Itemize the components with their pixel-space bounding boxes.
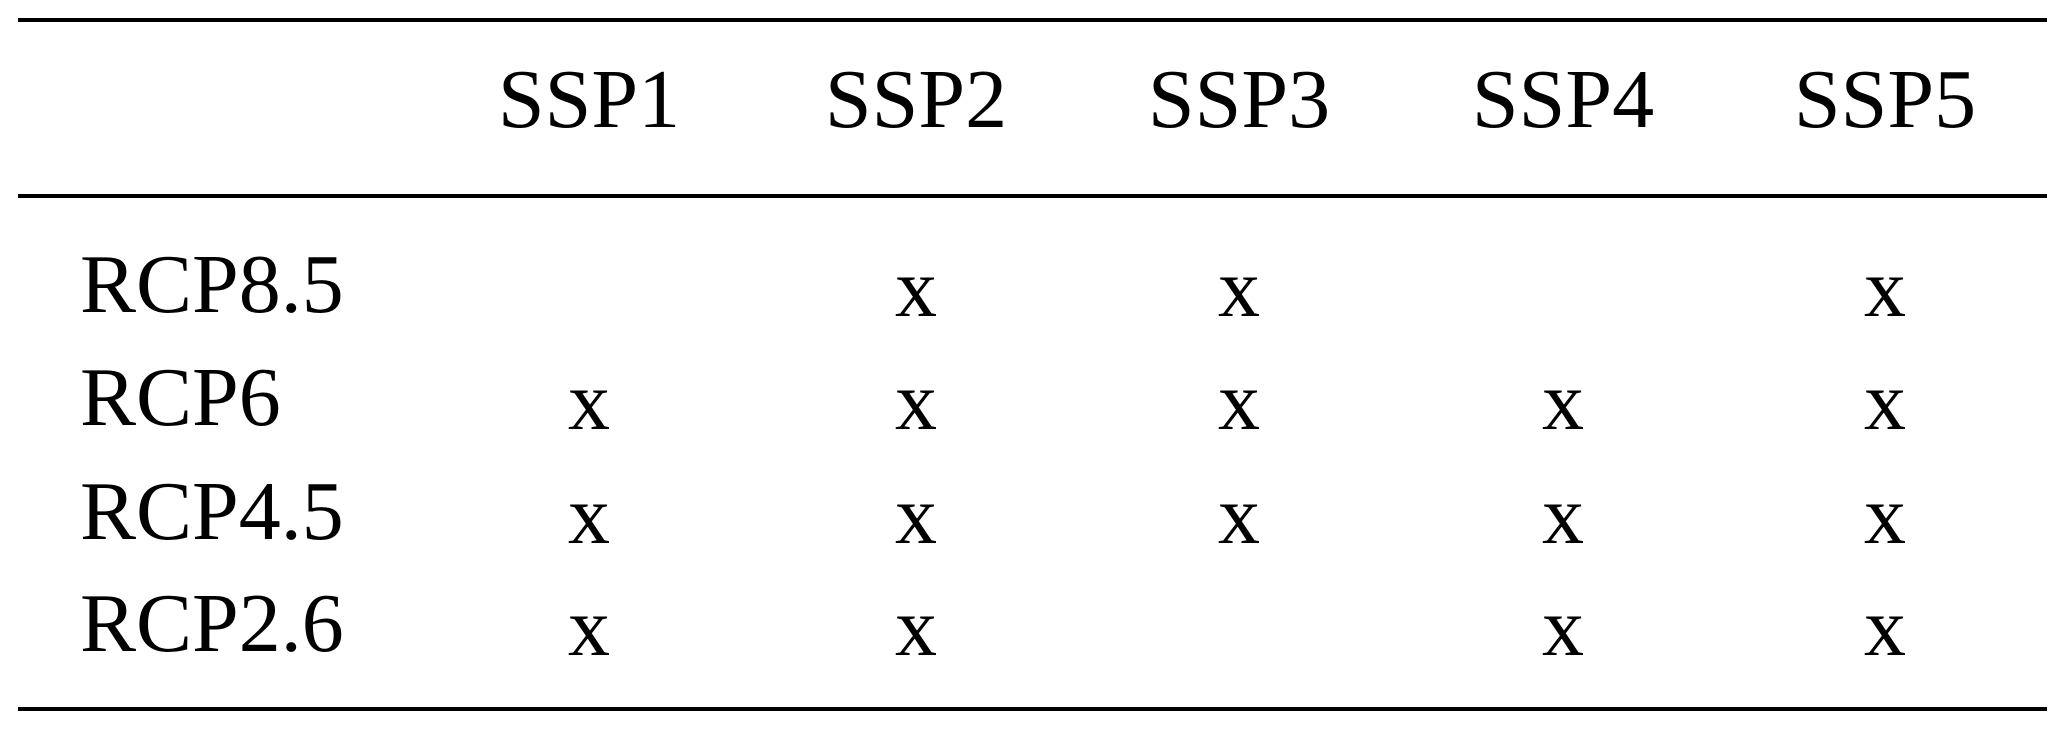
- bottom-rule: [18, 707, 2047, 711]
- row-label: RCP8.5: [80, 238, 344, 331]
- table-cell: x: [1218, 355, 1260, 448]
- table-cell: x: [1864, 242, 1906, 335]
- column-header: SSP2: [824, 53, 1008, 146]
- table-cell: x: [568, 581, 610, 674]
- table-cell: x: [568, 469, 610, 562]
- row-label: RCP6: [80, 351, 281, 444]
- column-header: SSP1: [497, 53, 681, 146]
- table-cell: x: [1542, 355, 1584, 448]
- top-rule: [18, 18, 2047, 22]
- table-cell: x: [895, 242, 937, 335]
- column-header: SSP5: [1793, 53, 1977, 146]
- table-cell: x: [1542, 469, 1584, 562]
- row-label: RCP2.6: [80, 577, 344, 670]
- table-cell: x: [895, 469, 937, 562]
- table-cell: x: [1864, 355, 1906, 448]
- table-cell: x: [568, 355, 610, 448]
- table-cell: x: [1542, 581, 1584, 674]
- header-rule: [18, 194, 2047, 198]
- table-cell: x: [1218, 242, 1260, 335]
- table-cell: x: [1218, 469, 1260, 562]
- table-cell: x: [895, 355, 937, 448]
- table-cell: x: [1864, 581, 1906, 674]
- column-header: SSP4: [1471, 53, 1655, 146]
- table-cell: x: [1864, 469, 1906, 562]
- column-header: SSP3: [1147, 53, 1331, 146]
- row-label: RCP4.5: [80, 465, 344, 558]
- table-cell: x: [895, 581, 937, 674]
